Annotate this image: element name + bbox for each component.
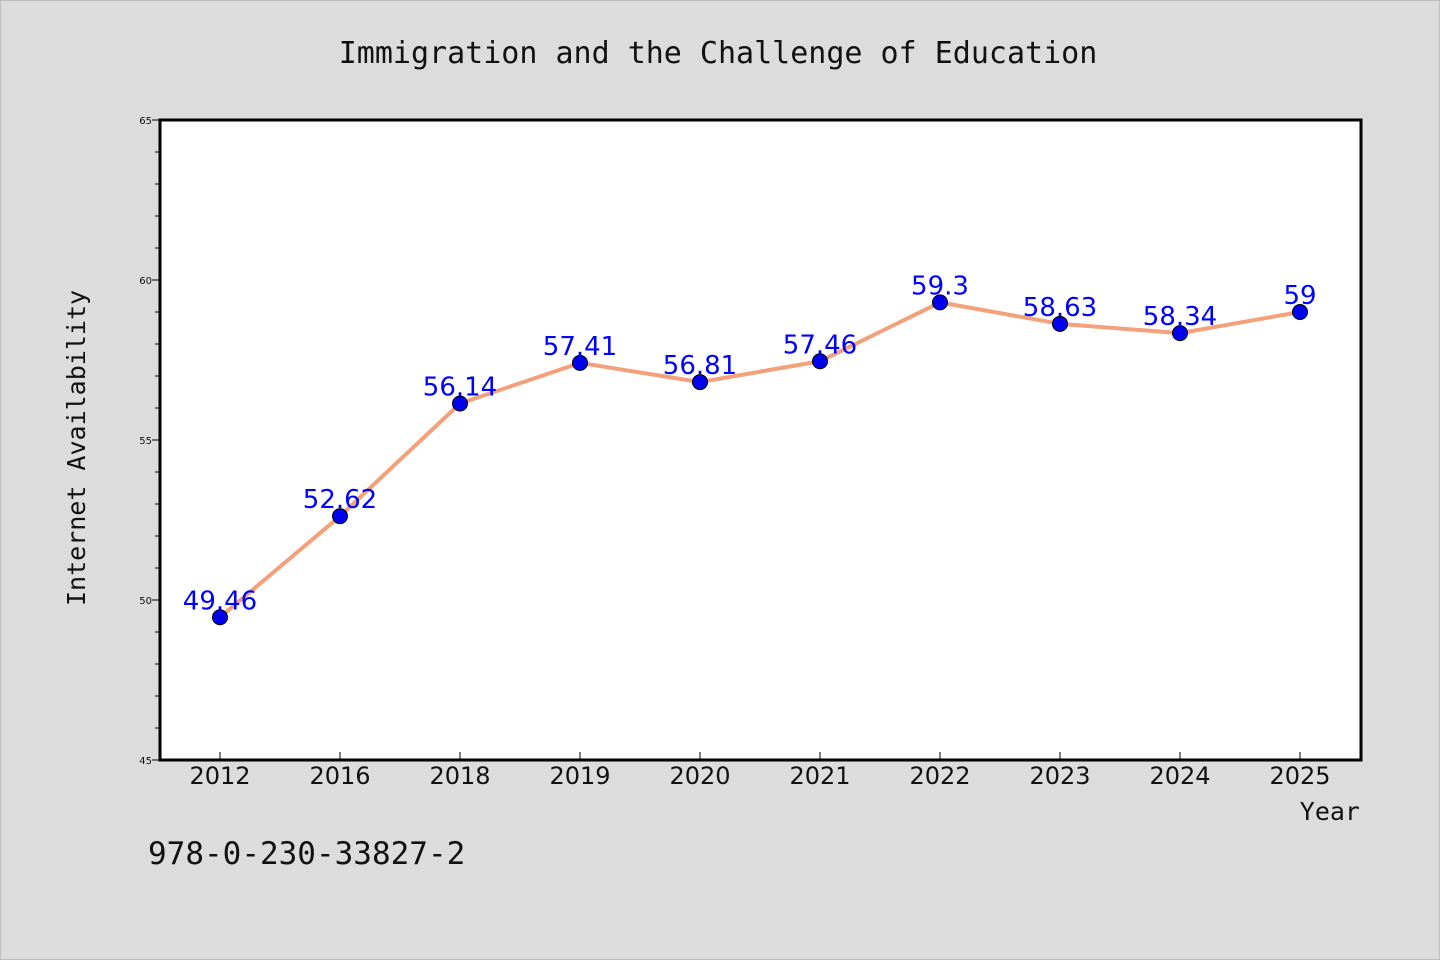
- x-tick-label: 2019: [549, 762, 610, 790]
- data-label: 56.14: [423, 373, 497, 403]
- data-point: [212, 609, 228, 626]
- y-tick-label: 50: [139, 596, 152, 607]
- y-axis-title: Internet Availability: [62, 290, 91, 606]
- isbn-footer: 978-0-230-33827-2: [148, 836, 465, 872]
- x-tick-label: 2020: [669, 762, 730, 790]
- data-point: [812, 353, 828, 370]
- data-label: 56.81: [663, 351, 737, 381]
- data-label: 59.3: [911, 271, 969, 301]
- data-point: [572, 354, 588, 371]
- chart-title: Immigration and the Challenge of Educati…: [339, 36, 1098, 71]
- y-axis: 45 50 55 60 65: [139, 116, 160, 767]
- x-tick-label: 2023: [1029, 762, 1090, 790]
- x-tick-label: 2024: [1149, 762, 1210, 790]
- y-tick-label: 60: [139, 276, 152, 287]
- y-tick-label: 65: [139, 116, 152, 127]
- data-point: [332, 508, 348, 525]
- y-tick-label: 55: [139, 436, 152, 447]
- data-point: [1052, 315, 1068, 332]
- y-tick-label: 45: [139, 756, 152, 767]
- x-tick-label: 2021: [789, 762, 850, 790]
- series-layer: 49.46 52.62 56.14 57.41 56.81 57.46 59.3 58.63 5…: [183, 271, 1317, 626]
- data-label: 58.63: [1023, 293, 1097, 323]
- x-tick-label: 2022: [909, 762, 970, 790]
- data-point: [1172, 325, 1188, 342]
- data-point: [1292, 304, 1308, 320]
- x-axis-title: Year: [1300, 797, 1360, 826]
- data-label: 49.46: [183, 586, 257, 616]
- data-label: 59: [1283, 281, 1316, 311]
- x-axis: 2012 2016 2018 2019 2020 2021 2022 2023 2024 2025: [189, 752, 1331, 790]
- data-label: 57.46: [783, 330, 857, 360]
- x-tick-label: 2012: [189, 762, 250, 790]
- data-label: 58.34: [1143, 302, 1217, 332]
- series-line: [218, 300, 1301, 619]
- data-label: 52.62: [303, 485, 377, 515]
- x-tick-label: 2025: [1269, 762, 1330, 790]
- plot-area: [158, 118, 1363, 762]
- data-label: 57.41: [543, 332, 617, 362]
- x-tick-label: 2018: [429, 762, 490, 790]
- data-point: [932, 294, 948, 311]
- data-point: [692, 374, 708, 391]
- data-point: [452, 395, 468, 412]
- x-tick-label: 2016: [309, 762, 370, 790]
